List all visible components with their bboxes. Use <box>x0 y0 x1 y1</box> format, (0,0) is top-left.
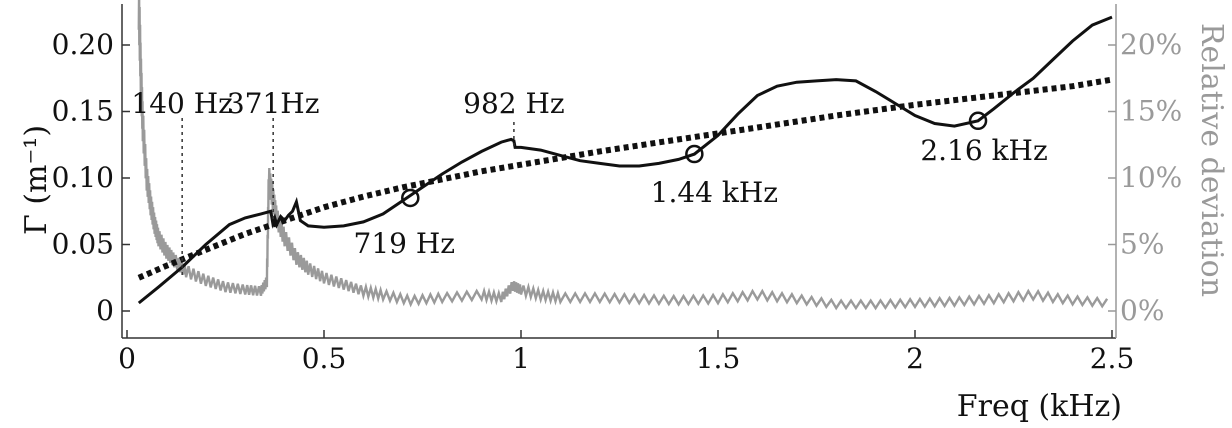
y-left-tick-label: 0 <box>96 294 114 327</box>
attenuation-line <box>137 15 1113 305</box>
y-right-tick-label: 15% <box>1120 95 1182 128</box>
relative-deviation-layer <box>137 0 1109 311</box>
annotation-label: 140 Hz <box>131 87 233 120</box>
annotation-label: 719 Hz <box>354 227 456 260</box>
x-tick-label: 0.5 <box>302 342 347 375</box>
y-right-tick-label: 0% <box>1120 294 1164 327</box>
x-tick-label: 1 <box>512 342 530 375</box>
y-left-tick-label: 0.05 <box>52 228 114 261</box>
annotation-label: 1.44 kHz <box>651 176 778 209</box>
annotation-circle-marker <box>968 111 988 131</box>
y-axis-right-title: Relative deviation <box>1194 23 1229 297</box>
x-tick-label: 2 <box>906 342 924 375</box>
annotation-circle-marker <box>685 144 704 164</box>
relative-deviation-line <box>137 0 1109 311</box>
axes <box>121 4 1117 339</box>
y-left-tick-label: 0.10 <box>52 161 114 194</box>
y-left-tick-label: 0.20 <box>52 28 114 61</box>
y-right-tick-label: 20% <box>1120 28 1182 61</box>
annotation-label: 2.16 kHz <box>920 134 1047 167</box>
y-right-tick-label: 10% <box>1120 161 1182 194</box>
x-tick-label: 1.5 <box>696 342 741 375</box>
x-tick-label: 0 <box>118 342 136 375</box>
annotation-circle-marker <box>401 188 420 208</box>
x-tick-label: 2.5 <box>1090 342 1135 375</box>
x-axis-title: Freq (kHz) <box>957 389 1122 424</box>
tick-layer: 0 0.5 1 1.5 2 2.5 0 0.05 0.10 0.15 0.20 0% 5% 10% 15% 2… <box>52 28 1183 375</box>
y-axis-left-title: Γ (m⁻¹) <box>19 125 54 235</box>
attenuation-curve-layer <box>137 15 1113 305</box>
annotation-label: 982 Hz <box>463 87 565 120</box>
y-right-tick-label: 5% <box>1120 228 1164 261</box>
y-left-tick-label: 0.15 <box>52 95 114 128</box>
annotation-label: 371Hz <box>227 87 320 120</box>
